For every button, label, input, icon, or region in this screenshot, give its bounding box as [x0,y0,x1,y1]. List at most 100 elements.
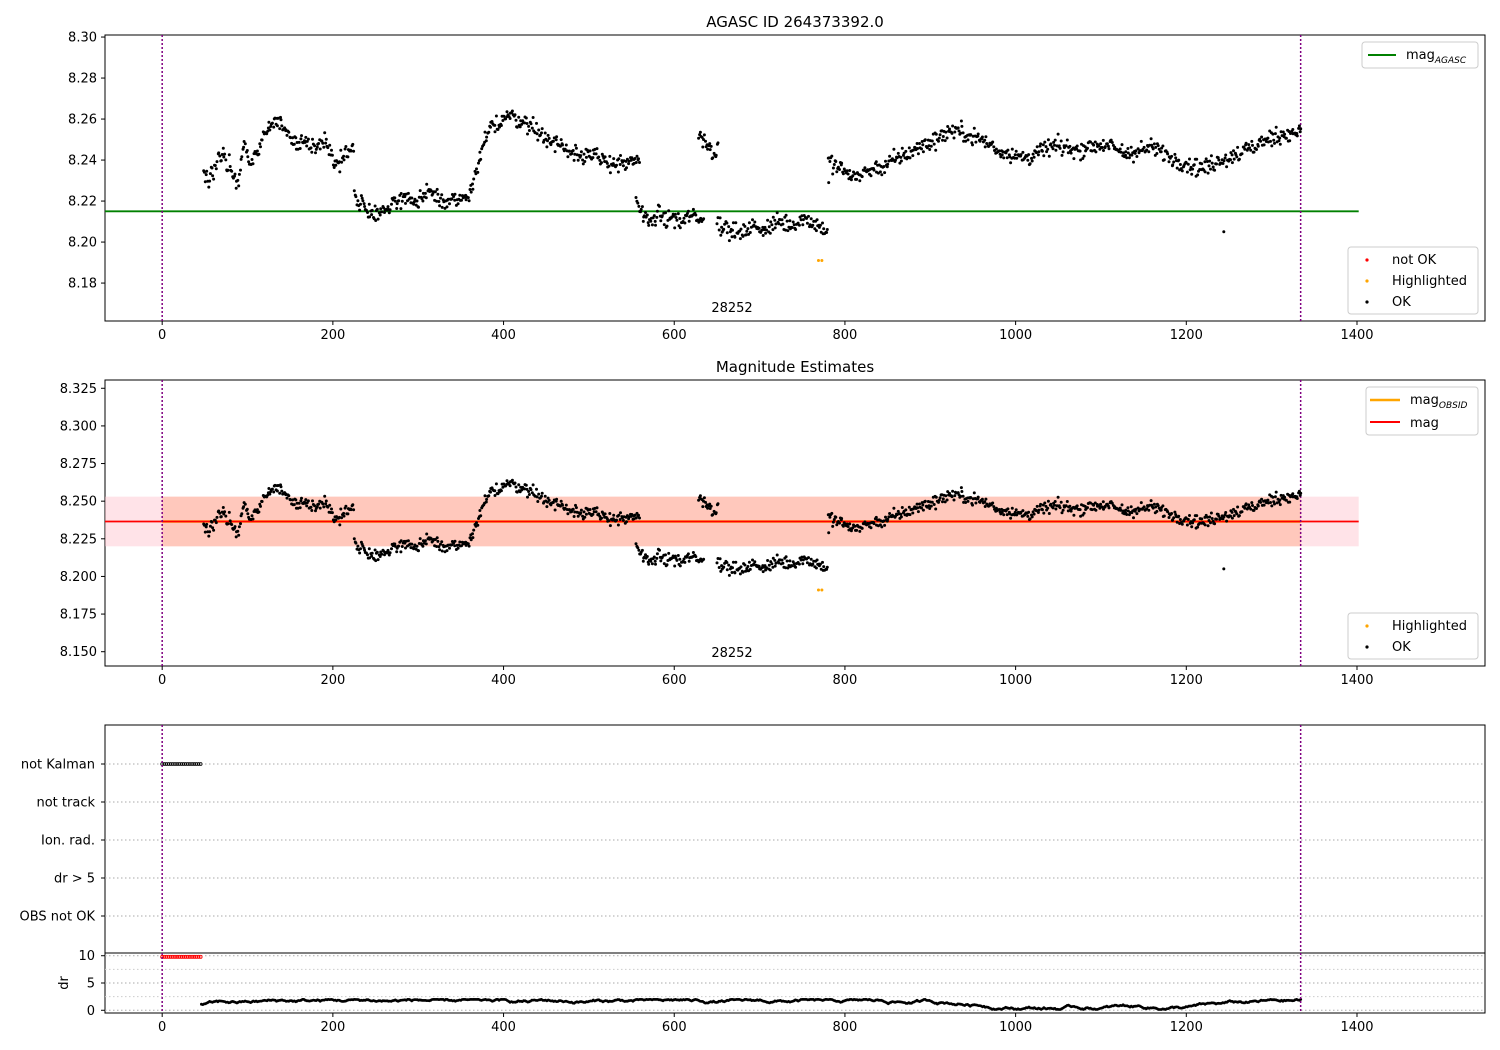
ok-point [652,555,656,559]
ok-point [280,489,284,493]
ok-point [1178,163,1182,166]
ok-point [980,497,984,501]
ok-point [529,488,533,492]
ok-point [807,214,810,218]
ok-point [1102,149,1105,152]
ok-point [1188,157,1191,161]
dr-capped-point [192,954,197,959]
ok-point [991,140,995,144]
ok-point [573,152,577,156]
ok-point [880,525,884,529]
ok-point [830,511,834,515]
dr-capped-point [181,954,186,959]
dr-capped-point [162,954,167,959]
ok-point [1053,500,1057,503]
ok-point [794,228,798,231]
ok-point [395,202,399,206]
ok-point [435,536,439,540]
ok-point [482,143,486,147]
ok-point [771,228,775,232]
ok-point [1206,171,1210,175]
ok-point [1232,157,1236,161]
ok-point [723,222,727,226]
ok-point [1156,144,1160,148]
ok-point [456,202,460,206]
flag-point [185,762,190,766]
p1-xtick-label: 1000 [999,328,1032,343]
ok-point [275,489,279,493]
ok-point [918,502,921,506]
panel-dr: 0 5 10 0 200 400 600 800 1000 1200 1400 dr [57,949,1486,1035]
ok-point [555,497,559,501]
legend-status-2: Highlighted OK [1347,612,1479,660]
ok-point [751,218,754,222]
ok-point [801,558,805,562]
ok-point [237,533,241,537]
ok-point [822,565,826,569]
ok-point [773,218,777,222]
ok-point [1058,506,1062,510]
ok-point [1284,136,1288,140]
ok-point [1278,498,1282,502]
ok-point [1066,151,1070,155]
dr-capped-point [164,954,169,959]
ok-point [957,129,961,133]
ok-point [485,497,489,501]
ok-point [581,158,585,162]
ok-point [618,163,622,166]
ok-point [309,146,313,150]
ok-point [439,542,442,546]
ok-point [827,531,831,535]
ok-point [1113,145,1117,149]
ok-point [339,148,343,152]
ok-point [344,504,348,508]
ok-point [1006,507,1010,511]
ok-point [716,141,720,145]
ok-point [559,138,563,142]
p2-xtick-label: 1200 [1170,673,1203,688]
ok-point [607,164,611,168]
ok-point [1056,132,1060,136]
ok-point [1295,497,1299,500]
ok-point [744,233,748,237]
ok-point [535,121,538,125]
p2-ytick-label: 8.200 [60,570,97,585]
dr-capped-point [173,954,177,959]
ok-point [1030,515,1034,519]
ok-point [435,545,439,548]
ok-point [818,562,822,566]
ok-point [691,551,695,554]
ok-point [1072,157,1076,161]
ok-point [1000,153,1004,157]
ok-point [706,506,710,510]
ok-point [255,508,259,512]
ok-point [771,215,775,219]
ok-point [801,218,805,222]
ok-point [330,507,333,511]
ok-point [330,511,334,515]
ok-point [908,156,912,160]
ok-point [268,128,272,132]
p2-ytick-label: 8.325 [60,382,97,397]
ok-point [888,512,892,515]
ok-point [387,211,391,215]
ok-point [545,505,549,509]
ok-point [697,498,701,502]
ok-point [984,135,988,139]
ok-point [615,518,618,522]
ok-point [1208,159,1212,163]
ok-point [226,522,230,526]
ok-point [436,539,440,543]
ok-point [785,559,789,563]
ok-point [1208,515,1212,519]
ok-point [747,221,751,225]
ok-point [731,228,734,232]
ok-point [1172,516,1176,520]
ok-point [941,138,944,142]
ok-point [260,138,264,142]
ok-point [448,202,451,206]
ok-point [1125,513,1129,516]
ok-point [502,114,506,118]
ok-point [1240,152,1244,156]
legend-ok-swatch [1365,300,1369,304]
